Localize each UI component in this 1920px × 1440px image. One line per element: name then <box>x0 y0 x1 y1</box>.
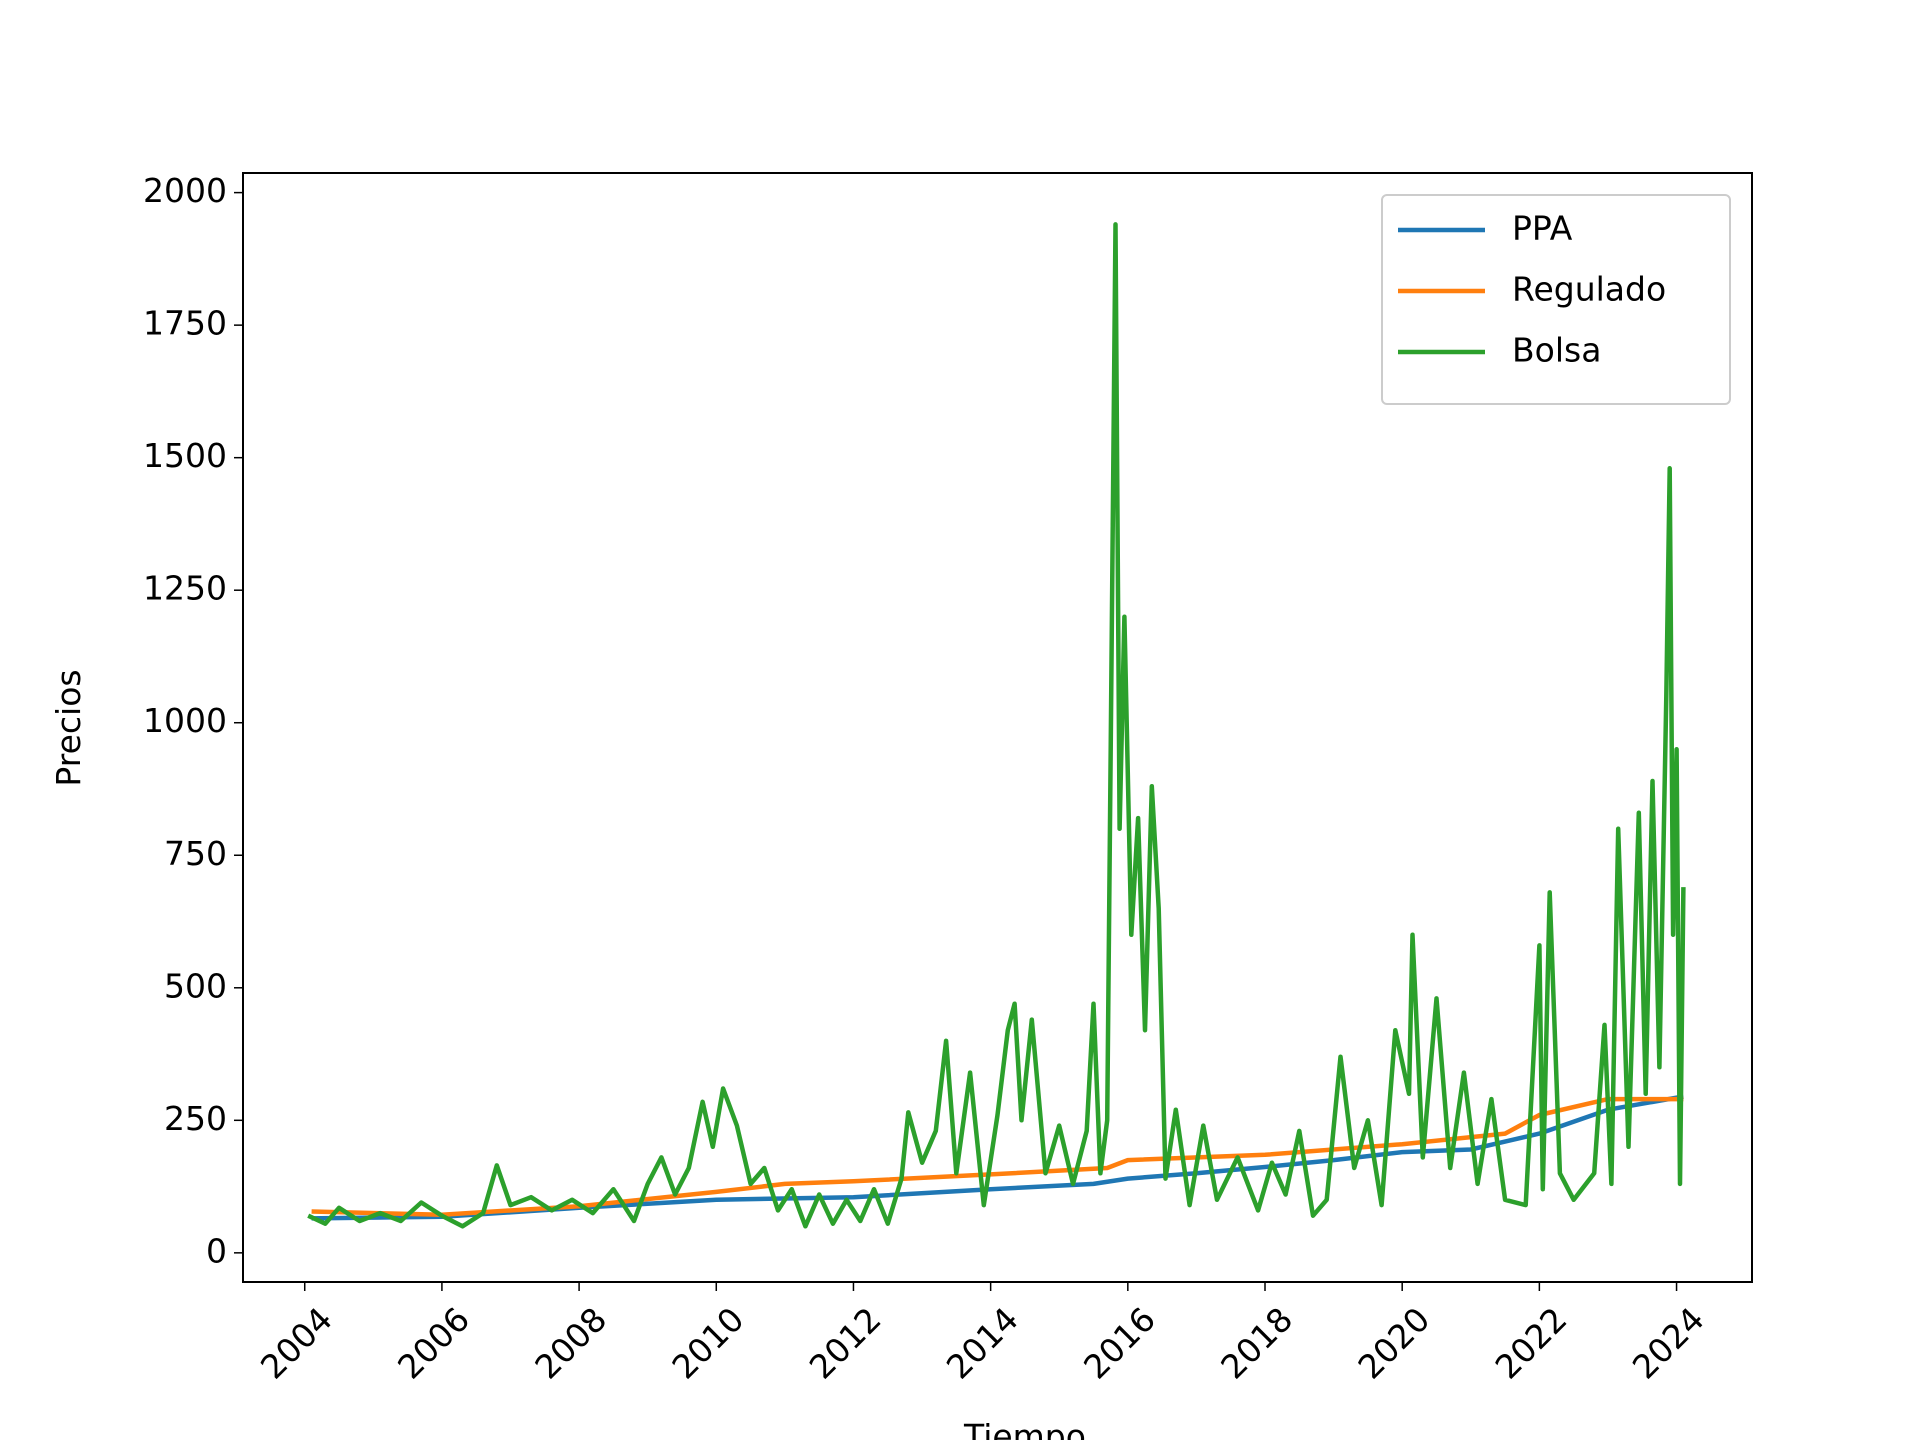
y-tick-label: 500 <box>164 966 227 1005</box>
legend-label: Bolsa <box>1512 331 1601 370</box>
y-tick-label: 1250 <box>143 569 227 608</box>
y-tick-label: 1000 <box>143 701 227 740</box>
y-tick-label: 250 <box>164 1099 227 1138</box>
y-tick-label: 1500 <box>143 436 227 475</box>
legend-label: Regulado <box>1512 270 1666 309</box>
axes-frame <box>242 172 1753 1283</box>
y-tick-label: 1750 <box>143 304 227 343</box>
y-axis-label: Precios <box>49 669 88 786</box>
y-tick-label: 0 <box>206 1231 227 1270</box>
y-tick-label: 2000 <box>143 171 227 210</box>
series-line <box>307 222 1686 1229</box>
legend-label: PPA <box>1512 209 1573 248</box>
x-axis-label: Tiempo <box>963 1417 1086 1440</box>
series-line <box>311 1094 1684 1221</box>
y-tick-label: 750 <box>164 834 227 873</box>
